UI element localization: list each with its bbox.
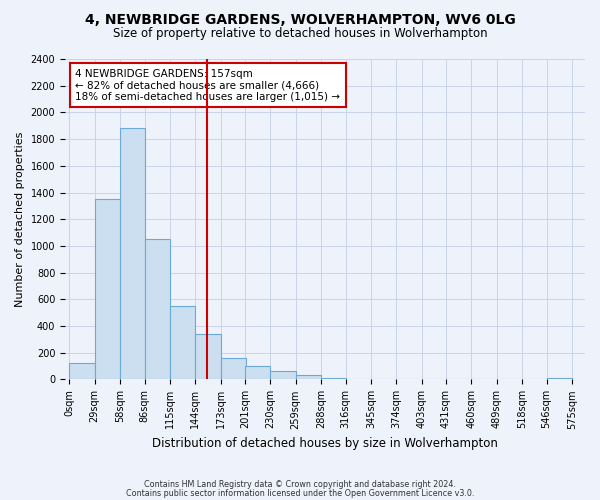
Bar bbox=[245, 366, 271, 380]
Bar bbox=[547, 378, 572, 380]
Bar bbox=[195, 334, 221, 380]
Bar bbox=[321, 378, 346, 380]
Bar bbox=[95, 199, 120, 380]
Bar bbox=[221, 358, 246, 380]
Bar bbox=[145, 240, 170, 380]
Text: Contains public sector information licensed under the Open Government Licence v3: Contains public sector information licen… bbox=[126, 488, 474, 498]
Text: 4 NEWBRIDGE GARDENS: 157sqm
← 82% of detached houses are smaller (4,666)
18% of : 4 NEWBRIDGE GARDENS: 157sqm ← 82% of det… bbox=[76, 68, 340, 102]
Text: Contains HM Land Registry data © Crown copyright and database right 2024.: Contains HM Land Registry data © Crown c… bbox=[144, 480, 456, 489]
Bar bbox=[70, 364, 95, 380]
Text: Size of property relative to detached houses in Wolverhampton: Size of property relative to detached ho… bbox=[113, 28, 487, 40]
Bar bbox=[296, 376, 321, 380]
Bar bbox=[120, 128, 145, 380]
Bar bbox=[346, 379, 371, 380]
Bar bbox=[170, 306, 195, 380]
Y-axis label: Number of detached properties: Number of detached properties bbox=[15, 132, 25, 307]
X-axis label: Distribution of detached houses by size in Wolverhampton: Distribution of detached houses by size … bbox=[152, 437, 498, 450]
Bar bbox=[271, 372, 296, 380]
Text: 4, NEWBRIDGE GARDENS, WOLVERHAMPTON, WV6 0LG: 4, NEWBRIDGE GARDENS, WOLVERHAMPTON, WV6… bbox=[85, 12, 515, 26]
